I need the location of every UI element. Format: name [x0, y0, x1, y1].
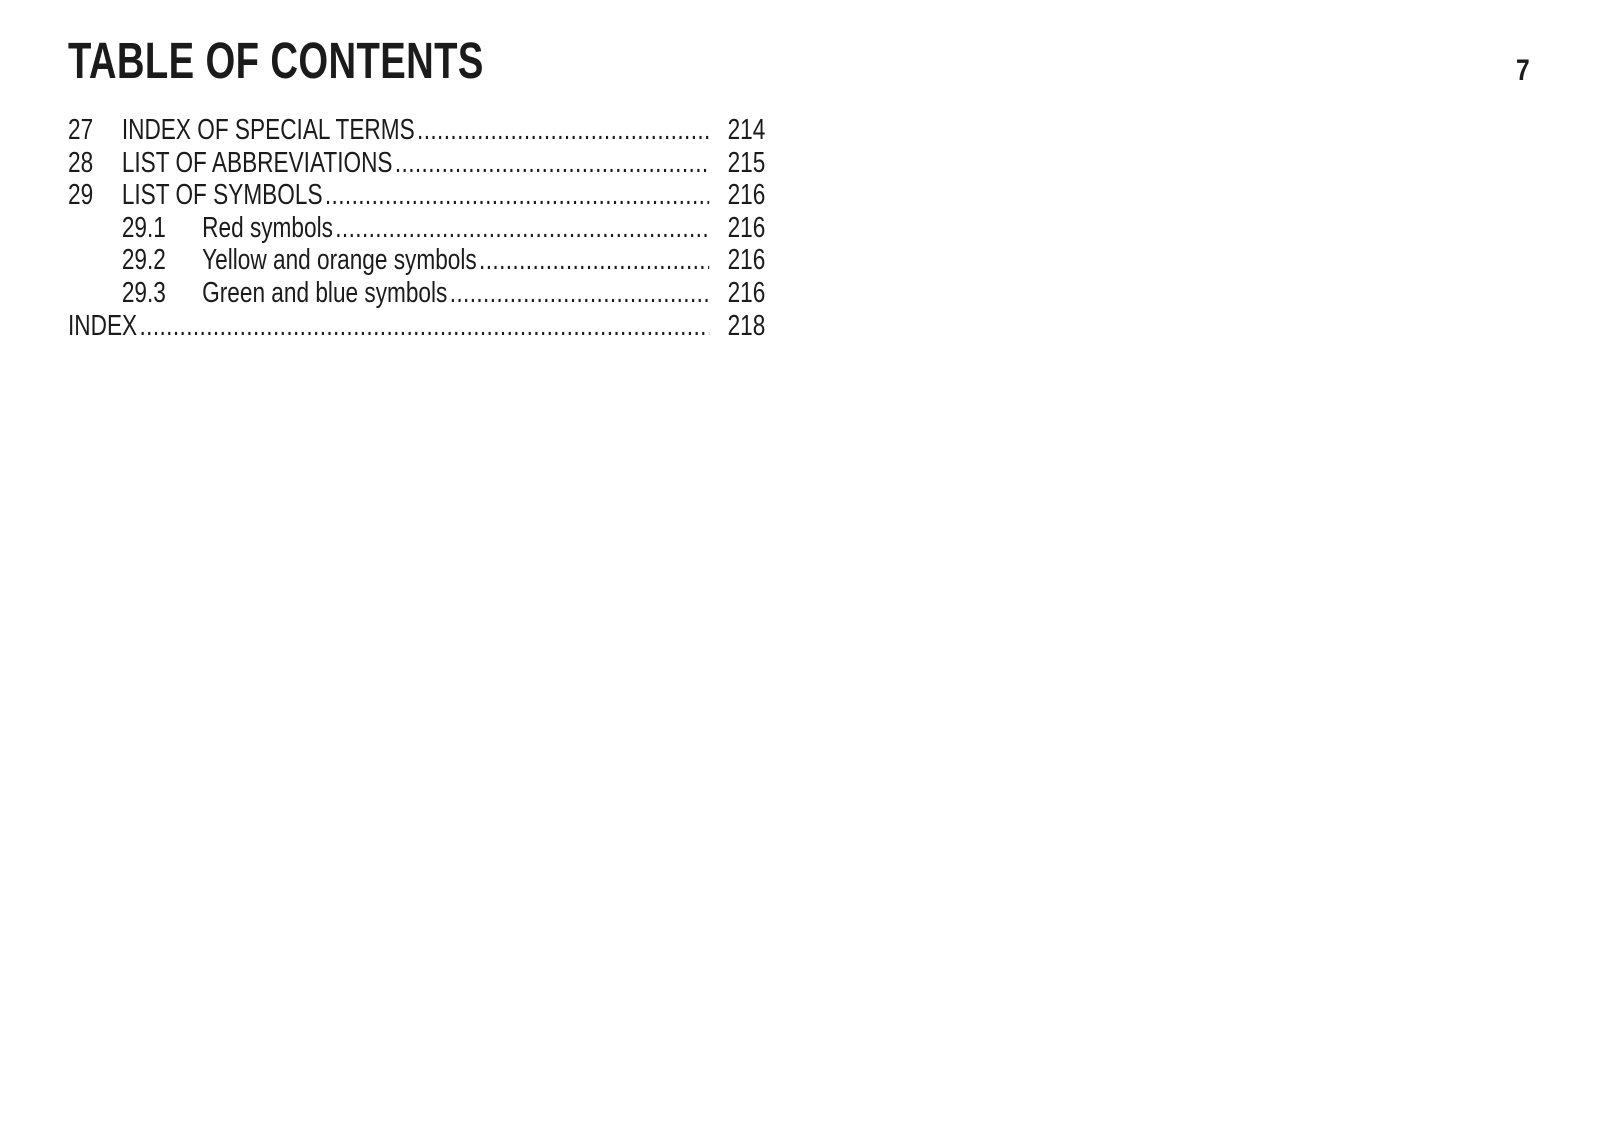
entry-number: 27	[68, 114, 94, 146]
entry-label: Yellow and orange symbols	[202, 244, 477, 277]
entry-number: 29.2	[121, 244, 166, 277]
toc-entry[interactable]: 28 LIST OF ABBREVIATIONS 215	[68, 147, 765, 180]
entry-label: LIST OF ABBREVIATIONS	[121, 146, 393, 179]
entry-label: INDEX	[68, 309, 138, 342]
toc-list: 27 INDEX OF SPECIAL TERMS 214 28 LIST OF…	[68, 114, 765, 342]
toc-entry[interactable]: 29.3 Green and blue symbols 216	[68, 277, 765, 310]
dot-leader	[139, 310, 709, 343]
toc-entry[interactable]: 29.1 Red symbols 216	[68, 212, 765, 245]
entry-number: 29	[68, 179, 94, 212]
toc-entry[interactable]: 27 INDEX OF SPECIAL TERMS 214	[68, 114, 765, 147]
entry-label: LIST OF SYMBOLS	[121, 179, 323, 212]
entry-page: 216	[727, 276, 766, 309]
entry-number: 28	[68, 146, 94, 179]
entry-label: INDEX OF SPECIAL TERMS	[121, 114, 415, 146]
dot-leader	[335, 212, 709, 245]
page-title: TABLE OF CONTENTS	[68, 32, 484, 89]
entry-label: Red symbols	[202, 211, 333, 244]
entry-number: 29.1	[121, 211, 166, 244]
entry-page: 216	[727, 211, 766, 244]
dot-leader	[325, 179, 709, 212]
entry-number: 29.3	[121, 276, 166, 309]
entry-label: Green and blue symbols	[202, 276, 448, 309]
entry-page: 215	[727, 146, 766, 179]
toc-entry[interactable]: 29.2 Yellow and orange symbols 216	[68, 244, 765, 277]
dot-leader	[479, 244, 709, 277]
entry-page: 216	[727, 244, 766, 277]
toc-entry[interactable]: INDEX 218	[68, 310, 765, 343]
page-number: 7	[1516, 54, 1530, 87]
entry-page: 214	[727, 114, 766, 146]
entry-page: 218	[727, 309, 766, 342]
entry-page: 216	[727, 179, 766, 212]
dot-leader	[450, 277, 709, 310]
dot-leader	[395, 147, 709, 180]
dot-leader	[417, 114, 709, 147]
toc-entry[interactable]: 29 LIST OF SYMBOLS 216	[68, 179, 765, 212]
